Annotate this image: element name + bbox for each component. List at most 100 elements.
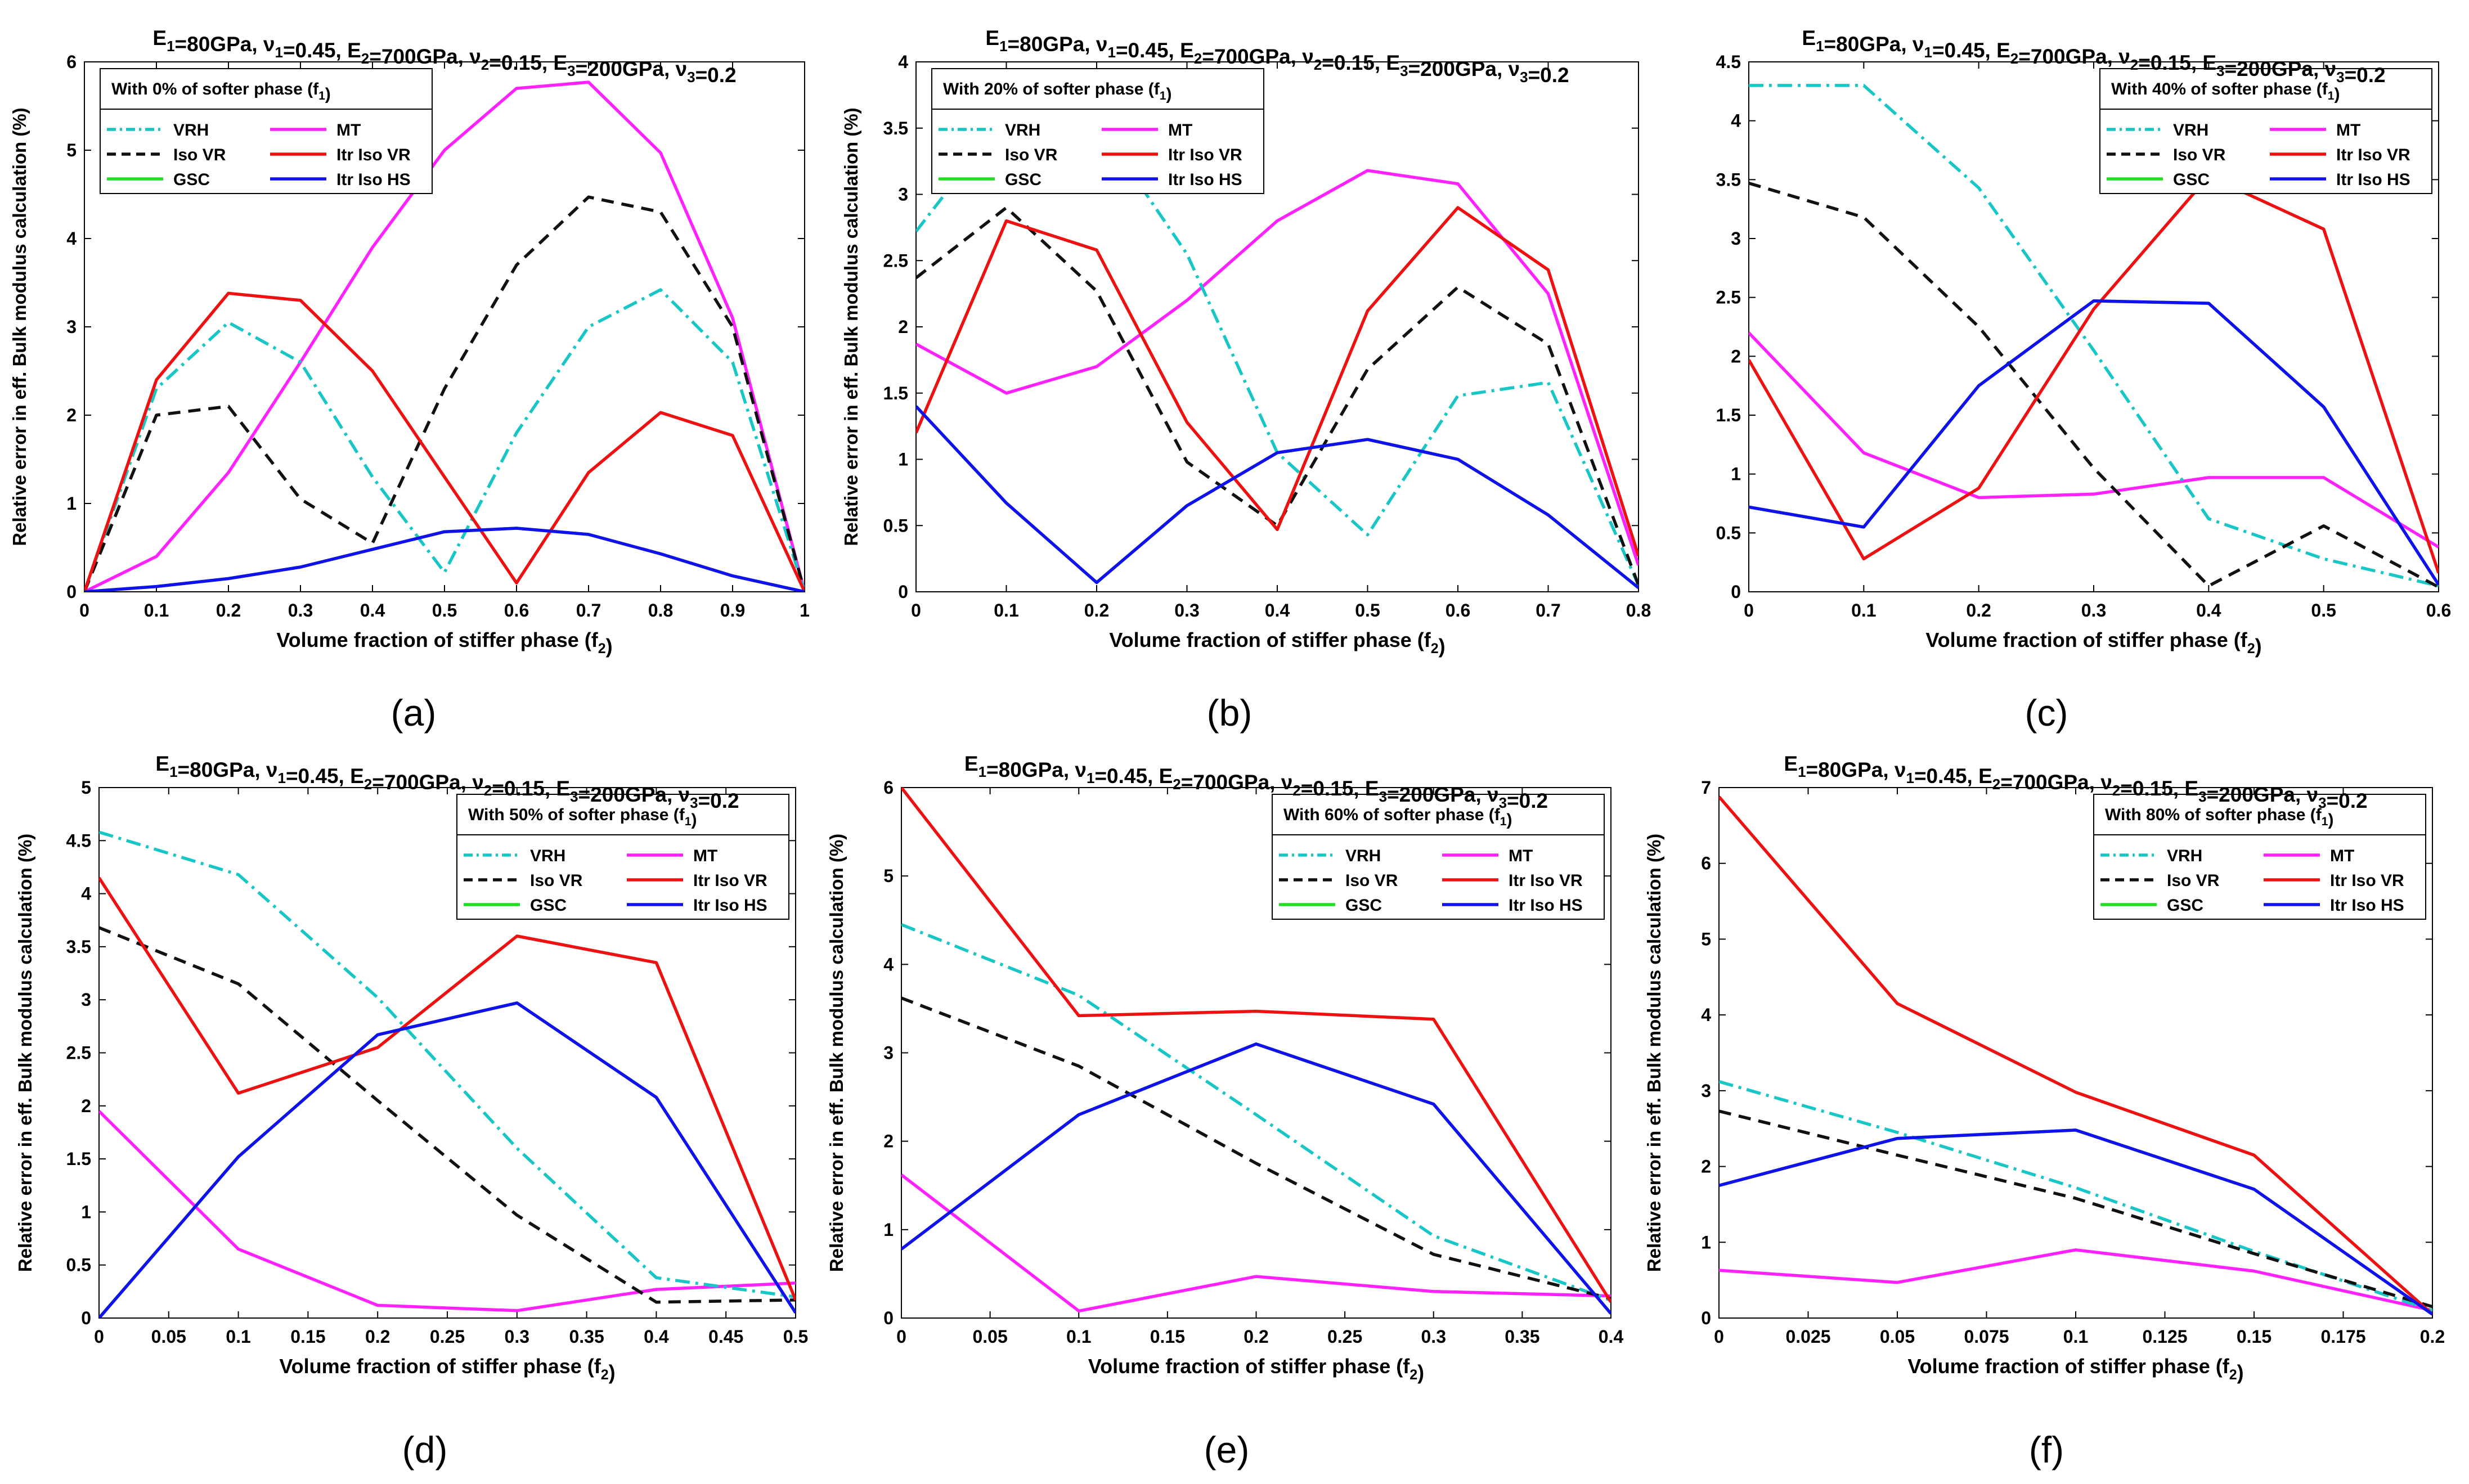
x-tick-label: 0 (1744, 600, 1754, 620)
y-tick-label: 1 (66, 493, 77, 514)
y-tick-label: 2 (898, 317, 908, 337)
legend: With 50% of softer phase (f1) VRH MT Iso VR… (456, 794, 789, 920)
y-tick-label: 3 (81, 990, 91, 1010)
x-axis-label: Volume fraction of stiffer phase (f2) (279, 1355, 615, 1384)
legend-label-itrisohs: Itr Iso HS (2330, 896, 2404, 915)
y-tick-label: 5 (66, 140, 77, 160)
legend: With 40% of softer phase (f1) VRH MT Iso VR… (2099, 68, 2432, 194)
legend: With 80% of softer phase (f1) VRH MT Iso VR… (2093, 794, 2426, 920)
legend-title: With 50% of softer phase (f1) (468, 806, 697, 829)
series-line-isovr (84, 195, 805, 592)
panel-label: (c) (2025, 692, 2068, 734)
x-tick-label: 0.5 (2311, 600, 2336, 620)
x-tick-label: 0.2 (365, 1326, 390, 1347)
legend-label-itrisovr: Itr Iso VR (693, 871, 767, 890)
series-line-itrisovr (901, 788, 1611, 1303)
legend-label-gsc: GSC (1005, 170, 1042, 189)
y-tick-label: 7 (1701, 777, 1711, 798)
series-line-itrisohs (1719, 1128, 2432, 1316)
panel-label: (a) (391, 692, 437, 734)
y-tick-label: 3.5 (1716, 169, 1741, 190)
y-tick-label: 2.5 (1716, 287, 1741, 308)
y-tick-label: 2 (1701, 1157, 1711, 1177)
x-tick-label: 0 (1714, 1326, 1724, 1347)
y-tick-label: 0 (898, 582, 908, 602)
x-tick-label: 0.25 (430, 1326, 465, 1347)
legend-label-gsc: GSC (2167, 896, 2203, 915)
y-tick-label: 1 (81, 1202, 91, 1222)
legend-label-vrh: VRH (1345, 847, 1381, 865)
x-tick-label: 0 (911, 600, 921, 620)
y-tick-label: 4.5 (66, 830, 91, 851)
x-axis-label: Volume fraction of stiffer phase (f2) (1907, 1355, 2243, 1384)
legend-label-itrisovr: Itr Iso VR (2330, 871, 2404, 890)
series-line-isovr (99, 926, 796, 1304)
y-tick-label: 3 (66, 317, 77, 337)
legend-label-itrisovr: Itr Iso VR (1509, 871, 1583, 890)
legend-box (100, 68, 433, 194)
legend-label-vrh: VRH (2173, 121, 2208, 140)
legend: With 20% of softer phase (f1) VRH MT Iso VR… (931, 68, 1264, 194)
y-tick-label: 3.5 (883, 118, 908, 138)
x-tick-label: 0.1 (2063, 1326, 2088, 1347)
y-tick-label: 4 (66, 228, 77, 249)
x-tick-label: 0 (79, 600, 89, 620)
legend-label-mt: MT (1509, 847, 1533, 865)
y-tick-label: 5 (883, 866, 894, 886)
y-tick-label: 1 (883, 1220, 894, 1240)
y-tick-label: 6 (883, 777, 894, 798)
series-line-mt (1719, 1248, 2432, 1312)
series-line-isovr (901, 996, 1611, 1301)
panel-d: 0 0.05 0.1 0.15 0.2 0.25 0.3 0.35 0.4 0.45 0.5 0 0.5… (15, 752, 808, 1470)
chart-title: E1=80GPa, ν1=0.45, E2=700GPa, ν2=0.15, E… (964, 752, 1548, 812)
x-tick-label: 0.8 (648, 600, 673, 620)
x-tick-label: 0.4 (2196, 600, 2221, 620)
x-tick-label: 0.125 (2142, 1326, 2187, 1347)
chart-title: E1=80GPa, ν1=0.45, E2=700GPa, ν2=0.15, E… (152, 26, 736, 87)
y-axis-label: Relative error in eff. Bulk modulus calc… (9, 107, 30, 546)
x-tick-label: 0.3 (288, 600, 313, 620)
x-tick-label: 0.2 (1084, 600, 1109, 620)
panel-label: (b) (1207, 692, 1253, 734)
x-tick-label: 0.1 (1066, 1326, 1091, 1347)
y-tick-label: 1 (898, 449, 908, 470)
legend-label-isovr: Iso VR (173, 146, 226, 164)
chart-title: E1=80GPa, ν1=0.45, E2=700GPa, ν2=0.15, E… (985, 26, 1569, 87)
x-tick-label: 0.15 (290, 1326, 325, 1347)
x-tick-label: 0.3 (2081, 600, 2106, 620)
x-axis-label: Volume fraction of stiffer phase (f2) (1925, 628, 2261, 658)
x-tick-label: 0.1 (226, 1326, 250, 1347)
y-tick-label: 3 (883, 1043, 894, 1063)
y-tick-label: 5 (1701, 929, 1711, 949)
y-tick-label: 4 (1701, 1005, 1711, 1025)
x-tick-label: 0.35 (1505, 1326, 1539, 1347)
series-line-itrisovr (916, 206, 1638, 557)
panel-f: 0 0.025 0.05 0.075 0.1 0.125 0.15 0.175 0.2 0 1 2 3 4… (1644, 752, 2445, 1470)
y-tick-label: 6 (1701, 853, 1711, 874)
panel-c: 0 0.1 0.2 0.3 0.4 0.5 0.6 0 0.5 1 1.5 2 2.5 3 3.5 4 4.5 W… (1716, 26, 2452, 734)
legend-label-isovr: Iso VR (530, 871, 583, 890)
y-tick-label: 2 (1731, 346, 1741, 366)
legend-label-mt: MT (336, 121, 361, 140)
series-line-vrh (84, 288, 805, 592)
y-tick-label: 2.5 (883, 250, 908, 271)
x-tick-label: 0.8 (1626, 600, 1651, 620)
legend-label-mt: MT (2330, 847, 2354, 865)
panel-label: (d) (402, 1429, 448, 1470)
series-line-mt (1749, 331, 2439, 548)
series-line-vrh (901, 923, 1611, 1302)
x-axis-label: Volume fraction of stiffer phase (f2) (1109, 628, 1445, 658)
panel-label: (f) (2029, 1429, 2064, 1470)
y-axis-label: Relative error in eff. Bulk modulus calc… (826, 834, 847, 1272)
series-line-vrh (1749, 84, 2439, 588)
legend-label-itrisovr: Itr Iso VR (336, 146, 411, 164)
x-tick-label: 0.4 (1265, 600, 1290, 620)
x-axis-label: Volume fraction of stiffer phase (f2) (1088, 1355, 1424, 1384)
legend-label-itrisohs: Itr Iso HS (1168, 170, 1242, 189)
y-tick-label: 0.5 (883, 515, 908, 536)
legend-label-itrisovr: Itr Iso VR (1168, 146, 1242, 164)
y-tick-label: 0 (1701, 1308, 1711, 1328)
legend-label-vrh: VRH (173, 121, 209, 140)
y-tick-label: 3 (1731, 228, 1741, 249)
legend-label-mt: MT (693, 847, 717, 865)
